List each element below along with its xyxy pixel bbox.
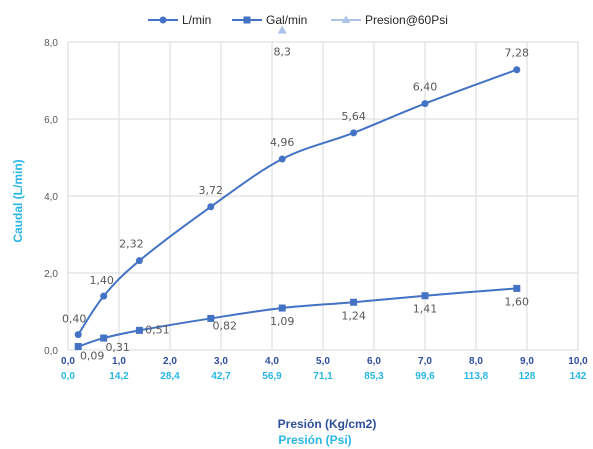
data-label: 1,24 [341, 309, 366, 322]
data-label: 1,41 [413, 303, 438, 316]
legend-triangle-marker [341, 15, 351, 23]
gridlines [67, 41, 579, 351]
x-tick-label-kg: 10,0 [568, 356, 588, 367]
x-tick-label-psi: 99,6 [415, 371, 435, 382]
data-point-presion-60psi [277, 25, 287, 34]
series-layer [74, 25, 521, 351]
data-label: 8,3 [273, 45, 291, 58]
data-label: 1,60 [505, 295, 530, 308]
data-label: 0,82 [213, 319, 238, 332]
x-tick-label-kg: 7,0 [418, 356, 432, 367]
series-line-gal-min [77, 287, 517, 348]
x-tick-label-psi: 56,9 [262, 371, 282, 382]
data-label: 5,64 [341, 110, 366, 123]
data-label: 0,40 [62, 313, 87, 326]
data-label: 7,28 [505, 47, 530, 60]
x-tick-label-psi: 113,8 [464, 371, 489, 382]
data-label: 1,09 [270, 315, 295, 328]
x-tick-label-psi: 128 [519, 371, 536, 382]
data-label: 1,40 [89, 274, 114, 287]
data-labels: 0,40 1,40 2,32 3,72 4,96 5,64 6,40 7,28 0,090,31… [62, 45, 529, 362]
data-point-gal-min [513, 284, 521, 292]
data-point-gal-min [74, 343, 82, 351]
data-point-l-min [100, 292, 108, 300]
series-line-l-min [77, 68, 518, 336]
data-point-gal-min [278, 304, 286, 312]
x-tick-label-kg: 6,0 [367, 356, 381, 367]
y-tick-label: 0,0 [44, 346, 58, 357]
data-point-gal-min [421, 292, 429, 300]
data-point-l-min [350, 129, 358, 137]
data-point-gal-min [100, 334, 108, 342]
x-axis-title-psi: Presión (Psi) [278, 433, 351, 447]
y-tick-label: 4,0 [44, 192, 58, 203]
data-label: 4,96 [270, 136, 295, 149]
data-point-l-min [135, 257, 143, 265]
x-tick-label-kg: 8,0 [469, 356, 483, 367]
data-point-gal-min [207, 314, 215, 322]
data-point-l-min [421, 100, 429, 108]
data-label: 0,31 [105, 341, 130, 354]
x-tick-label-kg: 3,0 [214, 356, 228, 367]
legend-label-presion-60psi: Presion@60Psi [365, 13, 448, 27]
data-label: 2,32 [119, 238, 144, 251]
x-tick-label-kg: 4,0 [265, 356, 279, 367]
y-axis-title: Caudal (L/min) [11, 159, 25, 242]
data-label: 0,09 [80, 350, 105, 363]
legend-item-l-min: L/min [148, 13, 211, 27]
data-label: 0,51 [145, 323, 170, 336]
data-point-gal-min [350, 298, 358, 306]
legend-item-presion-60psi: Presion@60Psi [331, 13, 448, 27]
x-tick-label-kg: 2,0 [163, 356, 177, 367]
legend-circle-marker [159, 16, 167, 24]
data-label: 6,40 [413, 81, 438, 94]
data-point-l-min [74, 331, 82, 339]
x-tick-label-kg: 0,0 [61, 356, 75, 367]
legend-square-marker [243, 16, 251, 24]
legend-label-gal-min: Gal/min [266, 13, 307, 27]
x-tick-label-psi: 71,1 [313, 371, 333, 382]
data-point-l-min [207, 203, 215, 211]
x-tick-label-kg: 1,0 [112, 356, 126, 367]
data-point-gal-min [135, 326, 143, 334]
x-tick-label-psi: 0,0 [61, 371, 75, 382]
y-tick-label: 6,0 [44, 115, 58, 126]
x-tick-label-psi: 28,4 [160, 371, 180, 382]
data-point-l-min [513, 66, 521, 74]
legend-label-l-min: L/min [182, 13, 211, 27]
x-tick-label-kg: 5,0 [316, 356, 330, 367]
data-label: 3,72 [199, 184, 224, 197]
y-tick-label: 2,0 [44, 269, 58, 280]
legend: L/min Gal/min Presion@60Psi [148, 13, 448, 27]
x-tick-label-kg: 9,0 [520, 356, 534, 367]
x-tick-label-psi: 14,2 [109, 371, 129, 382]
x-tick-label-psi: 85,3 [364, 371, 384, 382]
x-axis-title-kg: Presión (Kg/cm2) [278, 417, 377, 431]
axes: 0,00,01,014,22,028,43,042,74,056,95,071,… [44, 38, 588, 382]
y-tick-label: 8,0 [44, 38, 58, 49]
x-tick-label-psi: 42,7 [211, 371, 231, 382]
data-point-l-min [278, 155, 286, 163]
legend-item-gal-min: Gal/min [232, 13, 307, 27]
x-tick-label-psi: 142 [570, 371, 587, 382]
